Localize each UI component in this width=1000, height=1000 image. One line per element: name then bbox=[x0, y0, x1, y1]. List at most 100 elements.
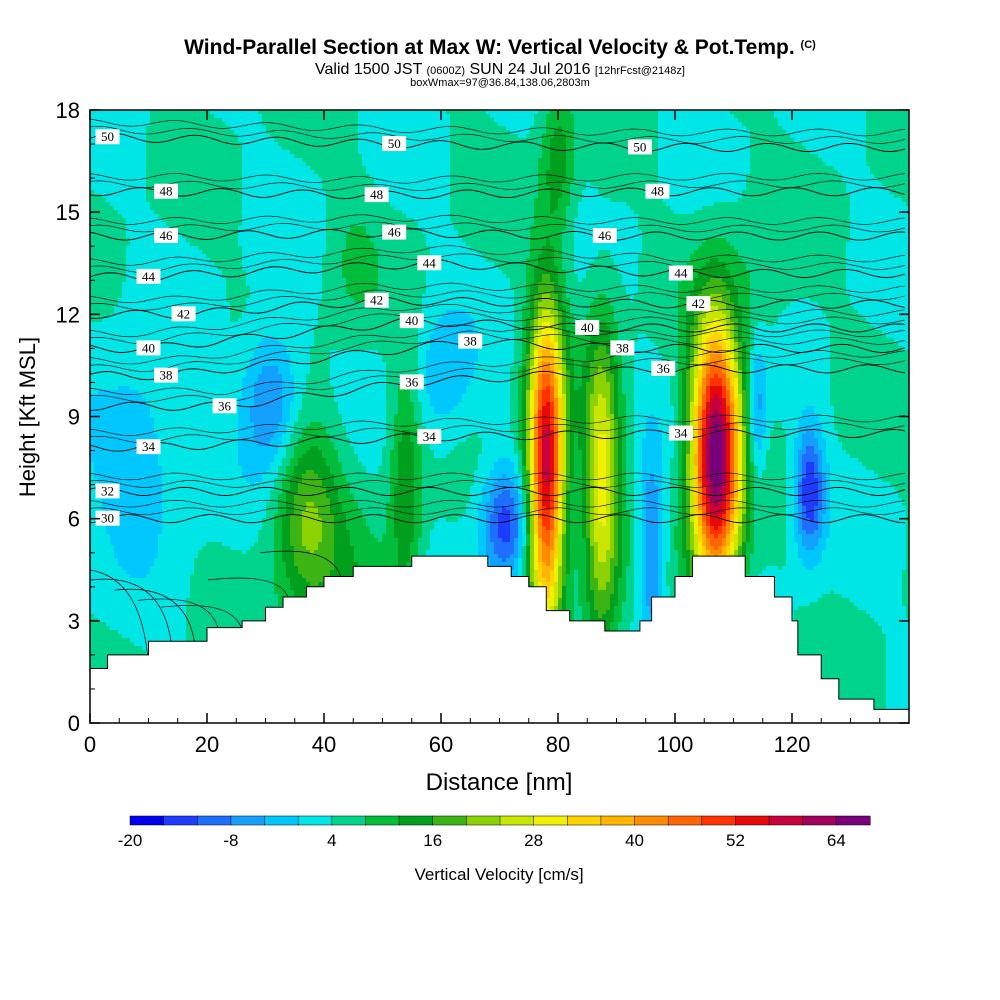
field-cell bbox=[102, 542, 107, 547]
field-cell bbox=[110, 286, 115, 291]
field-cell bbox=[158, 566, 163, 571]
field-cell bbox=[158, 522, 163, 527]
field-cell bbox=[146, 182, 151, 187]
field-cell bbox=[122, 486, 127, 491]
field-cell bbox=[138, 290, 143, 295]
field-cell bbox=[166, 558, 171, 563]
field-cell bbox=[98, 178, 103, 183]
field-cell bbox=[118, 558, 123, 563]
field-cell bbox=[94, 326, 99, 331]
field-cell bbox=[194, 394, 199, 399]
field-cell bbox=[122, 362, 127, 367]
field-cell bbox=[106, 114, 111, 119]
field-cell bbox=[146, 222, 151, 227]
field-cell bbox=[134, 498, 139, 503]
field-cell bbox=[166, 302, 171, 307]
field-cell bbox=[130, 626, 135, 631]
field-cell bbox=[98, 282, 103, 287]
field-cell bbox=[194, 606, 199, 611]
field-cell bbox=[158, 558, 163, 563]
field-cell bbox=[174, 446, 179, 451]
field-cell bbox=[130, 338, 135, 343]
field-cell bbox=[118, 470, 123, 475]
field-cell bbox=[142, 218, 147, 223]
field-cell bbox=[102, 254, 107, 259]
field-cell bbox=[126, 502, 131, 507]
field-cell bbox=[162, 294, 167, 299]
field-cell bbox=[126, 254, 131, 259]
field-cell bbox=[122, 258, 127, 263]
field-cell bbox=[150, 150, 155, 155]
field-cell bbox=[130, 474, 135, 479]
field-cell bbox=[194, 130, 199, 135]
field-cell bbox=[114, 318, 119, 323]
field-cell bbox=[94, 150, 99, 155]
field-cell bbox=[146, 190, 151, 195]
field-cell bbox=[114, 574, 119, 579]
field-cell bbox=[110, 498, 115, 503]
field-cell bbox=[194, 494, 199, 499]
field-cell bbox=[194, 622, 199, 627]
field-cell bbox=[154, 550, 159, 555]
field-cell bbox=[142, 482, 147, 487]
field-cell bbox=[158, 178, 163, 183]
field-cell bbox=[142, 490, 147, 495]
field-cell bbox=[126, 642, 131, 647]
field-cell bbox=[98, 238, 103, 243]
field-cell bbox=[194, 338, 199, 343]
field-cell bbox=[186, 166, 191, 171]
field-cell bbox=[194, 150, 199, 155]
field-cell bbox=[138, 538, 143, 543]
field-cell bbox=[138, 542, 143, 547]
field-cell bbox=[178, 246, 183, 251]
field-cell bbox=[106, 318, 111, 323]
field-cell bbox=[138, 474, 143, 479]
field-cell bbox=[142, 546, 147, 551]
field-cell bbox=[94, 186, 99, 191]
field-cell bbox=[194, 630, 199, 635]
field-cell bbox=[202, 154, 207, 159]
field-cell bbox=[146, 170, 151, 175]
field-cell bbox=[106, 366, 111, 371]
field-cell bbox=[198, 246, 203, 251]
field-cell bbox=[106, 498, 111, 503]
field-cell bbox=[94, 402, 99, 407]
field-cell bbox=[106, 246, 111, 251]
field-cell bbox=[190, 366, 195, 371]
field-cell bbox=[138, 146, 143, 151]
field-cell bbox=[114, 198, 119, 203]
field-cell bbox=[178, 582, 183, 587]
field-cell bbox=[190, 298, 195, 303]
field-cell bbox=[94, 350, 99, 355]
field-cell bbox=[166, 610, 171, 615]
field-cell bbox=[162, 254, 167, 259]
field-cell bbox=[150, 394, 155, 399]
field-cell bbox=[134, 178, 139, 183]
field-cell bbox=[122, 426, 127, 431]
field-cell bbox=[170, 290, 175, 295]
field-cell bbox=[98, 190, 103, 195]
field-cell bbox=[182, 402, 187, 407]
field-cell bbox=[190, 198, 195, 203]
field-cell bbox=[94, 306, 99, 311]
field-cell bbox=[194, 554, 199, 559]
field-cell bbox=[114, 218, 119, 223]
field-cell bbox=[98, 550, 103, 555]
field-cell bbox=[134, 322, 139, 327]
field-cell bbox=[110, 326, 115, 331]
field-cell bbox=[94, 430, 99, 435]
field-cell bbox=[142, 238, 147, 243]
field-cell bbox=[170, 330, 175, 335]
field-cell bbox=[150, 622, 155, 627]
field-cell bbox=[194, 370, 199, 375]
field-cell bbox=[94, 214, 99, 219]
field-cell bbox=[106, 626, 111, 631]
field-cell bbox=[190, 182, 195, 187]
field-cell bbox=[126, 246, 131, 251]
field-cell bbox=[186, 450, 191, 455]
field-cell bbox=[106, 550, 111, 555]
field-cell bbox=[126, 314, 131, 319]
field-cell bbox=[130, 114, 135, 119]
field-cell bbox=[186, 230, 191, 235]
field-cell bbox=[166, 542, 171, 547]
